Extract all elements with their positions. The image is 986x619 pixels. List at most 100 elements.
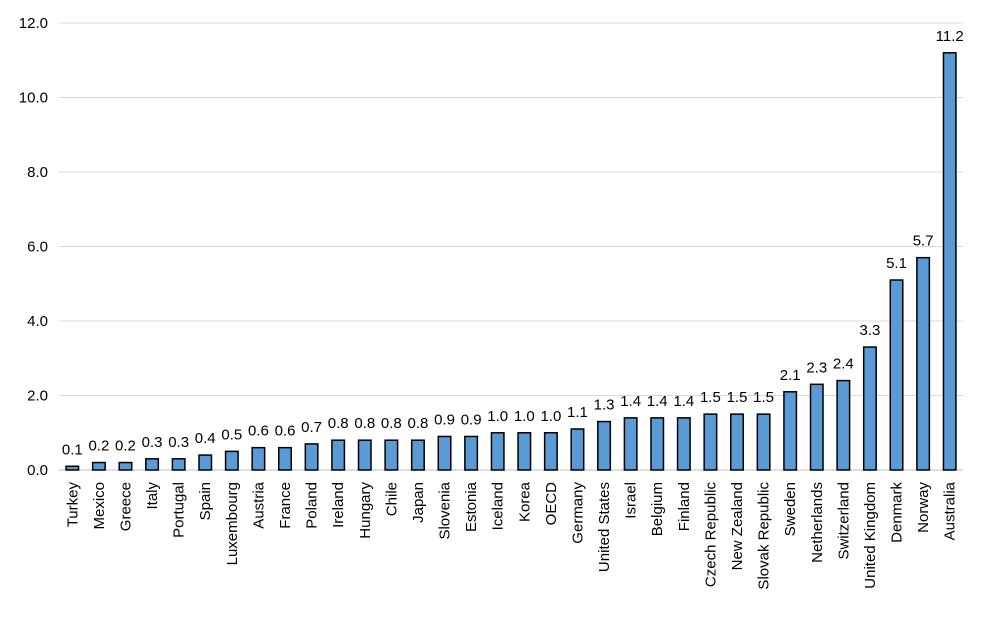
data-label: 0.9	[434, 411, 455, 428]
category-label: Greece	[117, 482, 134, 531]
category-label: Iceland	[490, 482, 507, 530]
bar	[198, 454, 213, 471]
category-label: Israel	[623, 482, 640, 519]
data-label: 1.0	[540, 408, 561, 425]
bar	[145, 458, 160, 471]
category-label: Japan	[410, 482, 427, 523]
bar	[171, 458, 186, 471]
data-label: 5.1	[886, 255, 907, 272]
data-labels: 0.1 0.2 0.2 0.3 0.3 0.4 0.5 0.6 0.6 0.7 0.8 0.8 0.8 0…	[62, 28, 964, 458]
category-label: France	[277, 482, 294, 529]
category-label: Luxembourg	[224, 482, 241, 565]
category-label: Spain	[197, 482, 214, 520]
category-label: Sweden	[782, 482, 799, 536]
bar	[730, 413, 744, 471]
bar	[809, 383, 824, 471]
category-label: Korea	[516, 481, 533, 522]
data-label: 1.5	[753, 389, 774, 406]
data-label: 0.2	[88, 438, 109, 455]
bar	[410, 439, 425, 471]
bar	[304, 443, 319, 471]
data-label: 1.5	[700, 389, 721, 406]
bar	[517, 432, 532, 471]
data-label: 0.3	[168, 434, 189, 451]
bar	[91, 461, 106, 471]
bar	[703, 413, 718, 471]
data-label: 0.1	[62, 441, 83, 458]
bar	[224, 450, 239, 471]
data-label: 0.8	[381, 415, 402, 432]
data-label: 1.0	[514, 408, 535, 425]
bar	[278, 446, 292, 471]
category-labels: Turkey Mexico Greece Italy Portugal Spain Luxe…	[64, 481, 958, 589]
category-label: OECD	[543, 482, 560, 526]
data-label: 1.4	[620, 393, 641, 410]
data-label: 5.7	[913, 233, 934, 250]
bar	[357, 439, 372, 471]
data-label: 0.8	[328, 415, 349, 432]
bar	[916, 256, 931, 471]
bar	[570, 428, 585, 471]
bar	[836, 379, 851, 471]
data-label: 0.3	[142, 434, 163, 451]
data-label: 0.8	[354, 415, 375, 432]
y-tick-label: 0.0	[27, 462, 48, 479]
bar	[384, 439, 399, 471]
category-label: Norway	[915, 482, 932, 533]
y-tick-label: 10.0	[19, 90, 48, 107]
data-label: 0.5	[221, 426, 242, 443]
y-axis-tick-labels: 0.0 2.0 4.0 6.0 8.0 10.0 12.0	[19, 15, 48, 479]
category-label: Belgium	[649, 482, 666, 536]
data-label: 1.4	[647, 393, 668, 410]
category-label: Slovak Republic	[756, 482, 773, 590]
category-label: Austria	[250, 481, 267, 528]
bar	[889, 279, 904, 471]
category-label: Estonia	[463, 481, 480, 532]
category-label: Czech Republic	[702, 482, 719, 588]
data-label: 1.5	[727, 389, 748, 406]
y-tick-label: 12.0	[19, 15, 48, 32]
data-label: 0.4	[195, 430, 216, 447]
data-label: 11.2	[936, 28, 964, 45]
category-label: Slovenia	[437, 481, 454, 539]
y-tick-label: 8.0	[27, 164, 48, 181]
bar	[756, 413, 771, 471]
bar	[623, 417, 638, 471]
category-label: Italy	[144, 482, 161, 510]
category-label: Finland	[676, 482, 693, 531]
bar	[676, 417, 691, 471]
category-label: Mexico	[91, 482, 108, 530]
bar	[464, 435, 479, 471]
bar	[490, 432, 505, 471]
category-label: Switzerland	[835, 482, 852, 560]
data-label: 1.0	[487, 408, 508, 425]
bar	[251, 446, 266, 471]
category-label: United Kingdom	[862, 482, 879, 589]
bar	[650, 417, 665, 471]
category-label: Hungary	[357, 482, 374, 539]
category-label: Turkey	[64, 482, 81, 528]
category-label: Australia	[942, 481, 959, 540]
category-label: Poland	[304, 482, 321, 529]
y-tick-label: 2.0	[27, 388, 48, 405]
category-label: Chile	[383, 482, 400, 516]
bar	[862, 346, 877, 471]
bar	[783, 391, 798, 471]
data-label: 2.4	[833, 356, 854, 373]
data-label: 1.4	[673, 393, 694, 410]
data-label: 2.1	[780, 367, 801, 384]
category-label: Ireland	[330, 482, 347, 528]
data-label: 0.7	[301, 419, 322, 436]
data-label: 0.2	[115, 438, 136, 455]
category-label: Portugal	[171, 482, 188, 538]
bar	[597, 420, 612, 471]
category-label: New Zealand	[729, 482, 746, 570]
y-tick-label: 6.0	[27, 239, 48, 256]
category-label: Germany	[569, 482, 586, 544]
bar	[543, 432, 558, 471]
data-label: 0.9	[461, 411, 482, 428]
category-label: Denmark	[889, 482, 906, 543]
bar	[331, 439, 346, 471]
y-tick-label: 4.0	[27, 313, 48, 330]
